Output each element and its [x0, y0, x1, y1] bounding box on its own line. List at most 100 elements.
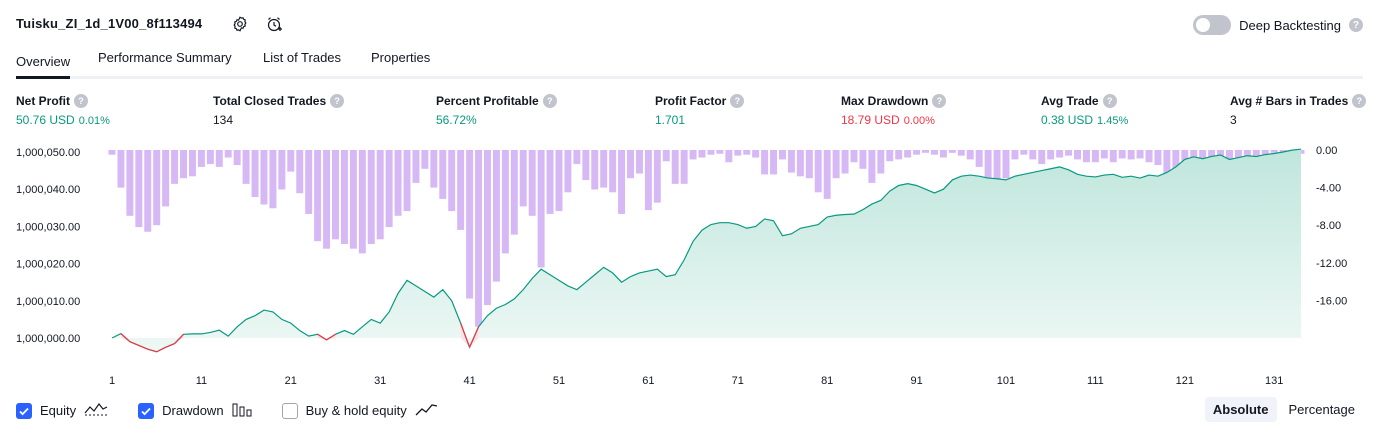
drawdown-bar — [1136, 150, 1144, 159]
deep-backtesting-control: Deep Backtesting ? — [1193, 15, 1363, 35]
drawdown-bar — [537, 150, 545, 268]
drawdown-bar — [233, 150, 241, 166]
drawdown-bar — [1047, 150, 1055, 160]
drawdown-bar — [1056, 150, 1064, 158]
metric-label: Max Drawdown — [841, 94, 929, 108]
drawdown-bar — [1234, 150, 1242, 159]
metric-label: Avg Trade — [1041, 94, 1099, 108]
drawdown-bar — [314, 150, 322, 242]
drawdown-bar — [796, 150, 804, 177]
tab-overview[interactable]: Overview — [16, 54, 71, 79]
drawdown-bar — [635, 150, 643, 174]
x-axis-tick: 31 — [374, 375, 386, 387]
tab-properties[interactable]: Properties — [371, 50, 431, 65]
alarm-clock-add-icon[interactable] — [264, 14, 284, 34]
info-icon[interactable]: ? — [1352, 94, 1367, 108]
drawdown-bar — [743, 150, 751, 155]
x-axis-tick: 111 — [1087, 375, 1104, 387]
drawdown-bar — [895, 150, 903, 160]
metric-value: 50.76 USD — [16, 113, 75, 127]
right-axis-tick: -12.00 — [1316, 258, 1347, 270]
right-axis: 0.00 -4.00 -8.00 -12.00 -16.00 — [1316, 145, 1347, 307]
drawdown-bar — [975, 150, 983, 167]
drawdown-bar — [734, 150, 742, 156]
info-icon[interactable]: ? — [542, 94, 557, 108]
deep-backtesting-toggle[interactable] — [1193, 15, 1232, 35]
drawdown-bar — [385, 150, 393, 228]
info-icon[interactable]: ? — [730, 94, 745, 108]
left-axis: 1,000,000.00 1,000,010.00 1,000,020.00 1,00… — [16, 147, 80, 345]
drawdown-bar — [367, 150, 375, 244]
tab-performance-summary[interactable]: Performance Summary — [98, 50, 232, 65]
drawdown-bar — [609, 150, 617, 193]
equity-negative-segment — [174, 333, 184, 344]
metric-label: Total Closed Trades — [213, 94, 327, 108]
drawdown-bar — [698, 150, 706, 158]
drawdown-bar — [1217, 150, 1225, 159]
equity-negative-segment — [156, 346, 166, 353]
equity-checkbox[interactable] — [16, 402, 32, 419]
percentage-button[interactable]: Percentage — [1288, 402, 1356, 417]
help-icon[interactable]: ? — [1349, 18, 1363, 32]
drawdown-bar — [340, 150, 348, 244]
drawdown-bar — [1154, 150, 1162, 166]
drawdown-bar — [823, 150, 831, 199]
equity-drawdown-chart[interactable]: 1,000,000.00 1,000,010.00 1,000,020.00 1,00… — [0, 140, 1379, 390]
legend-equity[interactable]: Equity — [16, 401, 108, 420]
x-axis-tick: 21 — [285, 375, 297, 387]
info-icon[interactable]: ? — [932, 94, 947, 108]
buy-hold-checkbox[interactable] — [281, 402, 298, 419]
x-axis-tick: 61 — [642, 375, 654, 387]
equity-negative-segment — [317, 333, 327, 341]
drawdown-bar — [278, 150, 286, 190]
drawdown-bar — [475, 150, 483, 327]
drawdown-bar — [948, 150, 956, 153]
drawdown-bar — [1011, 150, 1019, 160]
drawdown-bar — [653, 150, 661, 203]
drawdown-bar — [162, 150, 170, 207]
drawdown-bar — [939, 150, 947, 158]
drawdown-bar — [153, 150, 161, 226]
drawdown-bar — [886, 150, 894, 162]
x-axis-tick: 121 — [1176, 375, 1194, 387]
drawdown-checkbox[interactable] — [138, 402, 155, 419]
legend-drawdown[interactable]: Drawdown — [138, 401, 252, 420]
drawdown-bar — [627, 150, 634, 179]
x-axis-tick: 41 — [463, 375, 475, 387]
drawdown-bar — [1029, 150, 1037, 160]
info-icon[interactable]: ? — [74, 94, 88, 108]
absolute-button[interactable]: Absolute — [1204, 397, 1277, 422]
drawdown-bar — [439, 150, 447, 199]
drawdown-bar — [850, 150, 858, 163]
drawdown-bar — [564, 150, 572, 193]
legend-buy-hold[interactable]: Buy & hold equity — [281, 401, 439, 420]
drawdown-bar — [582, 150, 590, 181]
drawdown-bar — [787, 150, 795, 173]
metric-profit-factor: Profit Factor? 1.701 — [655, 94, 745, 127]
equity-negative-segment — [147, 348, 157, 353]
drawdown-bar — [662, 150, 670, 162]
equity-line — [111, 148, 1302, 353]
drawdown-bar — [1145, 150, 1153, 163]
drawdown-bar — [126, 150, 134, 216]
x-axis: 1 11 21 31 41 51 61 71 81 91 101 111 121 131 — [109, 375, 1283, 387]
metric-value: 134 — [213, 113, 234, 127]
metric-label: Percent Profitable — [436, 94, 539, 108]
drawdown-bar — [1225, 150, 1233, 162]
drawdown-bar — [546, 150, 554, 214]
drawdown-bar — [358, 150, 366, 254]
drawdown-bar — [144, 150, 152, 232]
left-axis-tick: 1,000,050.00 — [16, 147, 80, 159]
metric-avg-trade: Avg Trade? 0.38 USD 1.45% — [1041, 94, 1128, 127]
drawdown-bar — [1065, 150, 1073, 156]
drawdown-bar — [1243, 150, 1251, 158]
gear-icon[interactable] — [230, 14, 250, 34]
tab-list-of-trades[interactable]: List of Trades — [263, 50, 342, 65]
drawdown-bar — [448, 150, 456, 212]
info-icon[interactable]: ? — [330, 94, 345, 108]
x-axis-tick: 71 — [732, 375, 744, 387]
right-axis-tick: 0.00 — [1316, 145, 1337, 157]
info-icon[interactable]: ? — [1102, 94, 1117, 108]
equity-negative-segment — [469, 326, 480, 348]
left-axis-tick: 1,000,020.00 — [16, 259, 80, 271]
